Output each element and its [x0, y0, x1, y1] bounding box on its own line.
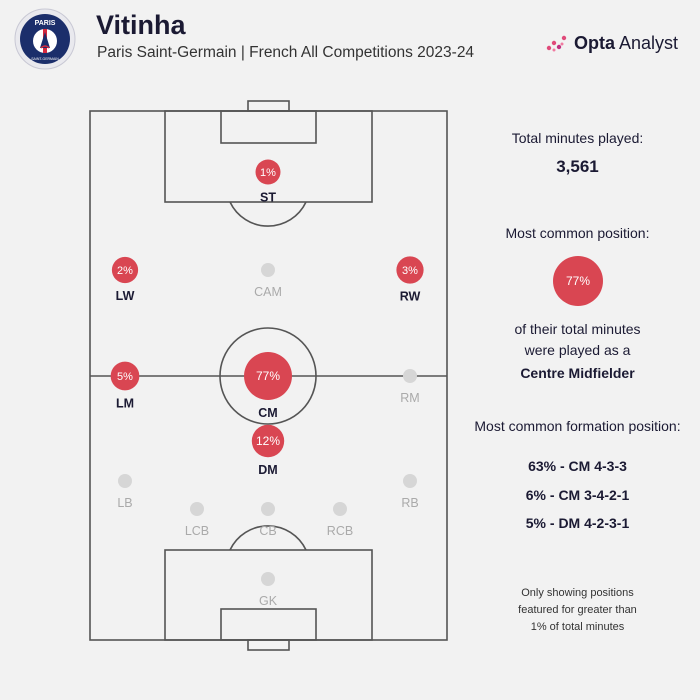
subtitle: Paris Saint-Germain | French All Competi…	[97, 44, 475, 61]
brand-bold: Opta	[574, 32, 616, 53]
formation-item-3: 5% - DM 4-2-3-1	[525, 515, 630, 531]
footnote-line3: 1% of total minutes	[530, 621, 625, 633]
common-position-label: Most common position:	[505, 225, 650, 241]
bottom-goal	[247, 639, 290, 651]
played-as-line1: of their total minutes	[514, 321, 641, 337]
opta-analyst-logo: Opta Analyst	[546, 32, 678, 54]
position-label-rcb: RCB	[327, 524, 353, 538]
footnote: Only showing positions featured for grea…	[470, 585, 685, 636]
formation-item-1: 63% - CM 4-3-3	[528, 458, 627, 474]
badge-text-top: PARIS	[35, 20, 56, 27]
position-label-cm: CM	[258, 406, 277, 420]
position-label-rw: RW	[400, 290, 421, 304]
position-value-rw: 3%	[402, 265, 418, 277]
position-marker-lw	[111, 256, 139, 284]
position-marker-st	[255, 159, 281, 185]
top-penalty-arc	[229, 201, 307, 227]
badge-text-bottom: SAINT-GERMAIN	[31, 57, 59, 61]
brand-light: Analyst	[619, 32, 679, 53]
center-circle	[219, 327, 317, 425]
brand-text: Opta Analyst	[574, 33, 678, 54]
position-marker-rcb	[333, 502, 347, 516]
opta-logo-icon	[546, 35, 567, 52]
position-label-lcb: LCB	[185, 524, 209, 538]
position-marker-gk	[261, 572, 275, 586]
total-minutes-value: 3,561	[556, 157, 599, 176]
position-value-lw: 2%	[117, 265, 133, 277]
bottom-penalty-arc	[229, 525, 307, 551]
position-marker-rb	[403, 474, 417, 488]
position-marker-cam	[261, 263, 275, 277]
played-as-line2: were played as a	[524, 342, 631, 358]
top-goal	[247, 100, 290, 112]
position-marker-lm	[110, 361, 140, 391]
position-label-cam: CAM	[254, 285, 282, 299]
top-penalty-box	[164, 110, 373, 203]
position-marker-rm	[403, 369, 417, 383]
formation-label: Most common formation position:	[474, 418, 681, 434]
position-marker-cb	[261, 502, 275, 516]
position-label-lb: LB	[117, 496, 132, 510]
position-value-cm: 77%	[256, 369, 280, 383]
position-label-st: ST	[260, 191, 276, 205]
position-marker-lb	[118, 474, 132, 488]
formation-item-2: 6% - CM 3-4-2-1	[525, 487, 630, 503]
position-label-dm: DM	[258, 463, 277, 477]
position-marker-cm	[244, 352, 292, 400]
total-minutes-label: Total minutes played:	[511, 130, 644, 146]
footnote-line1: Only showing positions	[521, 587, 634, 599]
position-marker-dm	[251, 424, 285, 458]
position-label-rm: RM	[400, 391, 419, 405]
position-label-cb: CB	[259, 524, 276, 538]
position-marker-rw	[396, 256, 424, 284]
psg-badge-icon: PARIS SAINT-GERMAIN	[14, 8, 76, 70]
common-position-name: Centre Midfielder	[520, 365, 635, 381]
position-value-lm: 5%	[117, 371, 133, 383]
position-label-lw: LW	[116, 289, 135, 303]
footnote-line2: featured for greater than	[518, 604, 637, 616]
top-six-yard-box	[220, 110, 317, 144]
position-label-rb: RB	[401, 496, 418, 510]
position-label-gk: GK	[259, 594, 278, 608]
position-value-st: 1%	[260, 167, 276, 179]
player-name: Vitinha	[96, 10, 186, 40]
position-label-lm: LM	[116, 396, 134, 410]
position-markers: 1% ST CAM 2% LW 3% RW 5% LM 77% CM RM 12% DM LB RB LCB CB…	[110, 159, 424, 608]
position-marker-lcb	[190, 502, 204, 516]
pitch-lines	[89, 100, 448, 651]
bottom-six-yard-box	[220, 608, 317, 641]
position-value-dm: 12%	[256, 434, 280, 448]
common-position-circle: 77%	[553, 256, 603, 306]
